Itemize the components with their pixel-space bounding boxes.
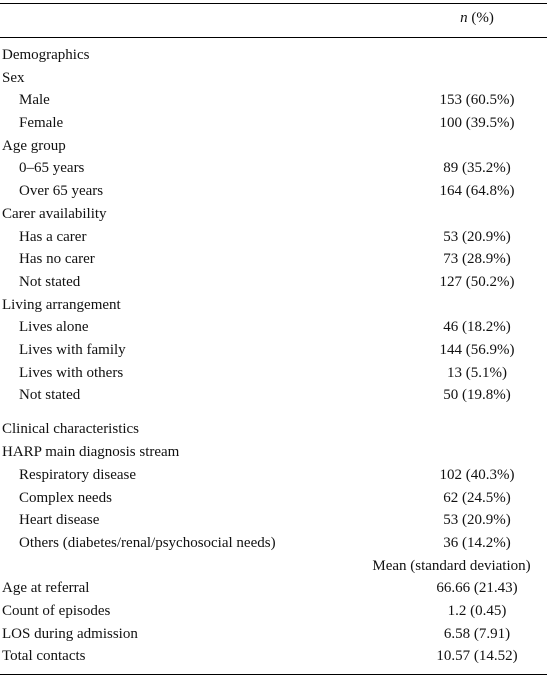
section-heading: Demographics [2,47,90,63]
group-heading: Sex [2,70,25,86]
table-row: Lives with family 144 (56.9%) [19,342,515,358]
table-row: Not stated 127 (50.2%) [19,274,515,290]
pct-symbol: (%) [471,10,494,26]
group-heading: HARP main diagnosis stream [2,444,180,460]
table-row: Has no carer 73 (28.9%) [19,251,511,267]
column-header: n (%) [407,10,547,27]
table-row: Respiratory disease 102 (40.3%) [19,467,515,483]
table-header-rule [0,37,547,38]
table-row: Over 65 years 164 (64.8%) [19,183,515,199]
table-row: Others (diabetes/renal/psychosocial need… [19,535,511,551]
table-row: LOS during admission 6.58 (7.91) [2,626,511,642]
group-heading: Living arrangement [2,297,121,313]
table-row: Heart disease 53 (20.9%) [19,512,511,528]
group-heading: Age group [2,138,66,154]
table-row: Complex needs 62 (24.5%) [19,490,511,506]
table-top-rule [0,3,547,4]
table-row: Lives with others 13 (5.1%) [19,365,507,381]
table-row: Age at referral 66.66 (21.43) [2,580,518,596]
group-heading: Carer availability [2,206,107,222]
table-row: Female 100 (39.5%) [19,115,515,131]
table-bottom-rule [0,674,547,675]
table-row: Not stated 50 (19.8%) [19,387,511,403]
table-row: Has a carer 53 (20.9%) [19,229,511,245]
table-row: Count of episodes 1.2 (0.45) [2,603,507,619]
mean-column-header: Mean (standard deviation) [372,558,531,574]
n-symbol: n [460,10,468,26]
table-row: Lives alone 46 (18.2%) [19,319,511,335]
table-row: 0–65 years 89 (35.2%) [19,160,511,176]
table-row: Male 153 (60.5%) [19,92,515,108]
table-row: Total contacts 10.57 (14.52) [2,648,518,664]
section-heading: Clinical characteristics [2,421,140,437]
